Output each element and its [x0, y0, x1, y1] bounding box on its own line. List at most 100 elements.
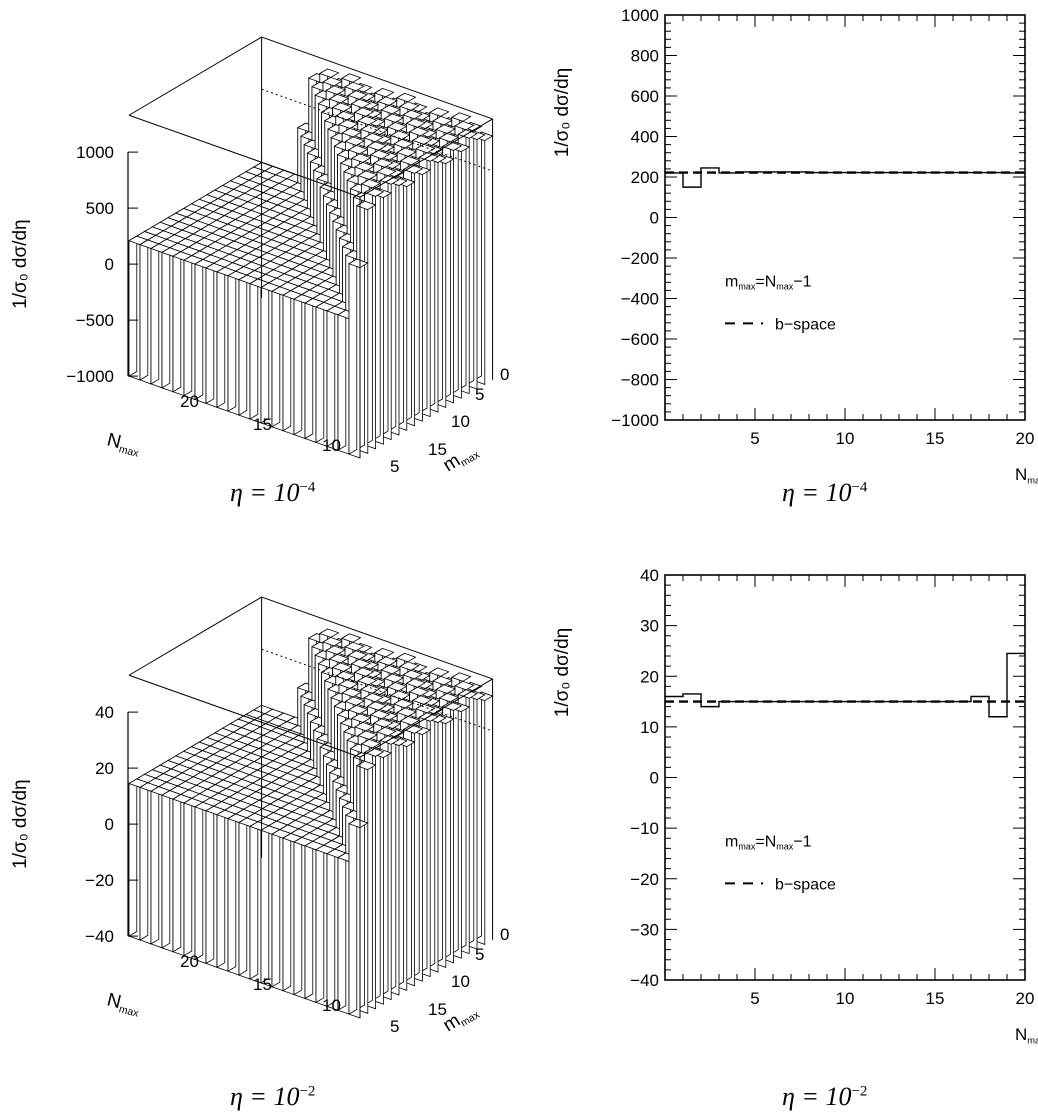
z-tick-label: −1000 [66, 367, 114, 386]
bar-top [347, 650, 368, 660]
bar-top [386, 681, 408, 692]
bar-top [344, 136, 366, 146]
bar-top [441, 701, 463, 711]
y-tick-label: 10 [640, 718, 659, 737]
bar-face [348, 818, 358, 1015]
bar [216, 809, 237, 972]
bar-face [238, 274, 248, 416]
bar-top [353, 667, 375, 677]
bar [293, 836, 314, 1000]
bar-face [216, 266, 226, 409]
n-axis-title: Nmax [104, 989, 143, 1019]
bar-face [205, 805, 215, 965]
m-tick-label: 5 [475, 385, 484, 404]
bar-top [441, 141, 463, 151]
bar-face [128, 235, 138, 377]
bar-face [161, 247, 171, 389]
bar [249, 278, 270, 424]
y-tick-label: −800 [621, 371, 659, 390]
bar-top [411, 695, 433, 705]
bar-top [340, 73, 362, 83]
y-tick-label: −200 [621, 249, 659, 268]
n-tick-label: 20 [180, 392, 199, 411]
caption-text: η = 10 [782, 1082, 852, 1111]
box-edge [128, 114, 361, 198]
caption-bottom-left: η = 10−2 [230, 1082, 315, 1112]
bar [315, 301, 336, 447]
legend-solid-label: mmax=Nmax−1 [725, 833, 812, 851]
x-axis-title: Nmax [1015, 465, 1038, 485]
bar-top [354, 161, 375, 172]
m-tick-label: 0 [500, 365, 509, 384]
z-tick-label: 500 [86, 199, 114, 218]
bar-top [354, 721, 375, 732]
z-tick-label: −20 [85, 871, 114, 890]
bar-top [373, 87, 395, 98]
bar-face [194, 801, 204, 961]
bar-face [348, 258, 358, 455]
bar-face [271, 286, 281, 428]
bar [150, 243, 171, 389]
y-tick-label: −10 [630, 819, 659, 838]
z-tick-label: 0 [105, 255, 114, 274]
bar-top [356, 675, 378, 686]
bar-top [408, 126, 430, 137]
bar [161, 789, 182, 953]
bar-top [331, 102, 353, 112]
y-axis-title: 1/σ₀ dσ/dη [552, 628, 573, 717]
bar-top [363, 747, 385, 757]
bar-top [372, 158, 394, 168]
bar [216, 266, 237, 412]
caption-text: η = 10 [230, 1082, 300, 1111]
bar-face [315, 301, 325, 444]
bar [304, 840, 325, 1003]
bar-top [348, 258, 369, 269]
bar-top [347, 90, 368, 100]
bar-face [183, 254, 193, 397]
bar-top [338, 119, 359, 129]
caption-exponent: −4 [851, 479, 868, 496]
plot-frame [664, 574, 1026, 981]
bar [326, 305, 347, 451]
n-axis-title: Nmax [104, 429, 143, 459]
bar-top [383, 673, 405, 683]
bar-top [402, 669, 423, 680]
m-tick-label: 10 [451, 972, 470, 991]
bar-face [227, 270, 237, 412]
m-tick-label: 15 [428, 440, 447, 459]
y-tick-label: 400 [631, 128, 659, 147]
z-tick-label: −40 [85, 927, 114, 946]
bar-top [350, 713, 372, 723]
bar-face [139, 239, 149, 381]
caption-text: η = 10 [782, 478, 852, 507]
y-tick-label: 40 [640, 566, 659, 585]
bar-top [357, 730, 378, 740]
bar-face [194, 258, 204, 401]
bar-top [395, 652, 417, 663]
bar [282, 289, 303, 436]
line-chart-top: 5 10 15 20 1000 800 600 400 200 0 −200 −400 −600 −800… [552, 6, 1038, 485]
bar-top [435, 684, 456, 694]
bar-top [350, 98, 372, 109]
caption-exponent: −4 [299, 479, 316, 496]
bar [183, 797, 204, 961]
x-tick-label: 15 [926, 989, 945, 1008]
y-axis-title: 1/σ₀ dσ/dη [552, 68, 573, 157]
n-tick-label: 5 [390, 1017, 399, 1036]
bar-top [344, 81, 365, 92]
bar-face [238, 817, 248, 976]
bar [348, 818, 369, 1019]
y-tick-label: 0 [650, 209, 659, 228]
bar [282, 832, 303, 996]
box-edge [359, 118, 493, 198]
bar3d-panel-top: 1000 500 0 −500 −1000 1/σ₀ dσ/dη 20 15 10 5 Nmax 0 5… [0, 0, 520, 520]
box-edge [359, 678, 493, 758]
bar-face [315, 844, 325, 1004]
legend-solid-label: mmax=Nmax−1 [725, 273, 812, 291]
series-histogram-line [665, 652, 1025, 718]
y-tick-label: 600 [631, 87, 659, 106]
x-axis-title: Nmax [1015, 1025, 1038, 1045]
bar-top [376, 726, 397, 737]
y-tick-label: 1000 [621, 6, 659, 25]
